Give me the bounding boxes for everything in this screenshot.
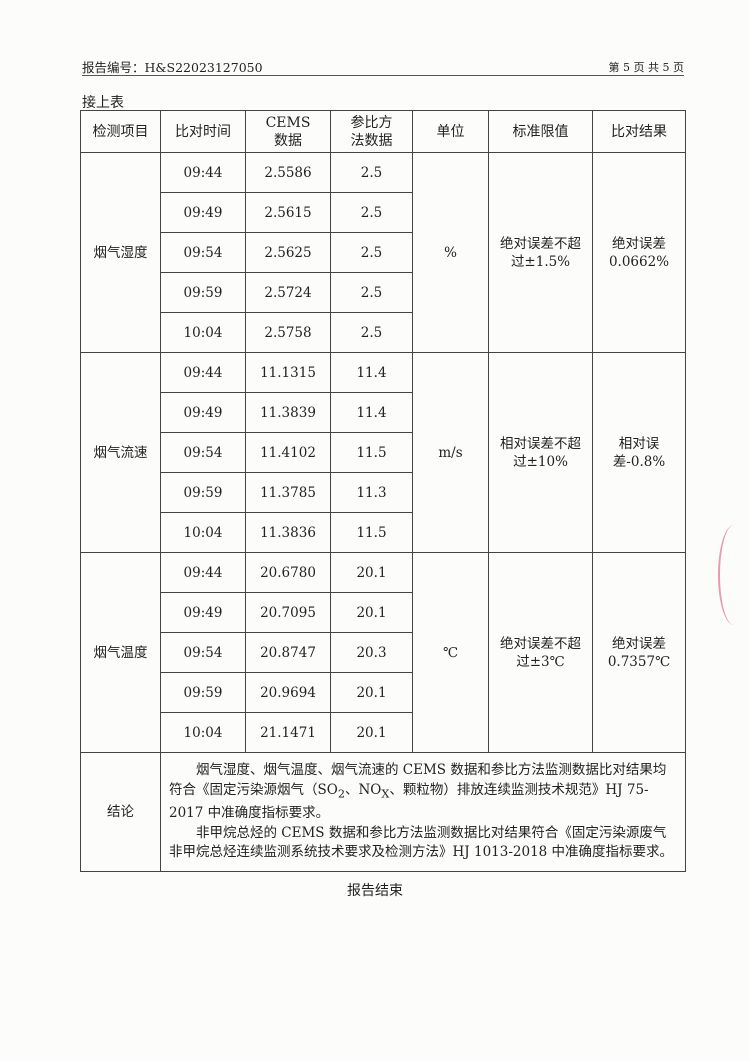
time-cell: 09:59	[160, 672, 246, 713]
reference-cell: 2.5	[330, 312, 413, 353]
cems-cell: 11.3785	[245, 472, 331, 513]
time-cell: 09:59	[160, 472, 246, 513]
seal-stamp	[718, 525, 750, 625]
conclusion-row: 结论 烟气湿度、烟气温度、烟气流速的 CEMS 数据和参比方法监测数据比对结果均符…	[80, 752, 686, 872]
cems-cell: 2.5615	[245, 192, 331, 233]
column-header: CEMS数据	[245, 110, 331, 153]
page-header: 报告编号：H&S22023127050 第 5 页 共 5 页	[82, 55, 684, 76]
time-cell: 09:44	[160, 152, 246, 193]
result-cell: 绝对误差0.0662%	[592, 152, 686, 353]
limit-cell: 相对误差不超过±10%	[488, 352, 593, 553]
reference-cell: 2.5	[330, 232, 413, 273]
item-cell: 烟气湿度	[80, 152, 161, 353]
time-cell: 09:49	[160, 392, 246, 433]
comparison-table: 检测项目 比对时间 CEMS数据 参比方法数据 单位 标准限值 比对结果 烟气湿度 09:44…	[80, 110, 686, 872]
reference-cell: 20.1	[330, 552, 413, 593]
reference-cell: 11.5	[330, 512, 413, 553]
text: 、颗粒物）排放连续监测技术规范》HJ 75-2017 中准确度指标要求。	[169, 781, 649, 822]
table-row: 10:04 2.5758 2.5	[81, 312, 686, 353]
unit-cell: ℃	[412, 552, 489, 753]
column-header: 比对结果	[592, 110, 686, 153]
table-row: 烟气湿度 09:44 2.5586 2.5% 绝对误差不超过±1.5% 绝对误差0.066…	[80, 152, 686, 353]
cems-cell: 21.1471	[245, 712, 331, 753]
report-end: 报告结束	[347, 883, 403, 899]
text: 烟气湿度、烟气温度、烟气流速的 CEMS 数据和参比方法监测数据比对结果均符合《…	[169, 762, 667, 798]
reference-cell: 20.1	[330, 712, 413, 753]
column-header: 检测项目	[80, 110, 161, 153]
reference-cell: 11.4	[330, 392, 413, 433]
cems-cell: 11.4102	[245, 432, 331, 473]
report-number: 报告编号：H&S22023127050	[82, 60, 263, 75]
table-row: 09:49 2.5615 2.5	[81, 192, 686, 233]
reference-cell: 11.5	[330, 432, 413, 473]
time-cell: 10:04	[160, 312, 246, 353]
limit-cell: 绝对误差不超过±3℃	[488, 552, 593, 753]
cems-cell: 20.8747	[245, 632, 331, 673]
continued-label: 接上表	[82, 95, 124, 111]
result-cell: 绝对误差0.7357℃	[592, 552, 686, 753]
reference-cell: 11.4	[330, 352, 413, 393]
column-header: 标准限值	[488, 110, 593, 153]
conclusion-text: 烟气湿度、烟气温度、烟气流速的 CEMS 数据和参比方法监测数据比对结果均符合《…	[160, 752, 686, 872]
time-cell: 09:54	[160, 632, 246, 673]
page-number: 第 5 页 共 5 页	[608, 61, 684, 74]
reference-cell: 11.3	[330, 472, 413, 513]
table-row: 09:54 2.5625 2.5	[81, 232, 686, 273]
table-row: 09:59 2.5724 2.5	[81, 272, 686, 313]
time-cell: 09:44	[160, 352, 246, 393]
table-row: 烟气流速 09:44 11.1315 11.4 m/s 相对误差不超过±10% 相对误差-0…	[80, 352, 686, 553]
conclusion-paragraph-2: 非甲烷总烃的 CEMS 数据和参比方法监测数据比对结果符合《固定污染源废气非甲烷…	[169, 824, 674, 861]
cems-cell: 11.3836	[245, 512, 331, 553]
cems-cell: 11.3839	[245, 392, 331, 433]
unit-cell: m/s	[412, 352, 489, 553]
cems-cell: 2.5724	[245, 272, 331, 313]
cems-cell: 2.5586	[245, 152, 331, 193]
time-cell: 10:04	[160, 712, 246, 753]
unit-cell: %	[412, 152, 489, 353]
table-row: 09:49 20.7095 20.1	[81, 592, 686, 633]
cems-cell: 20.7095	[245, 592, 331, 633]
reference-cell: 20.1	[330, 592, 413, 633]
table-row: 10:04 11.3836 11.5	[81, 512, 686, 553]
time-cell: 09:59	[160, 272, 246, 313]
table-row: 09:59 20.9694 20.1	[81, 672, 686, 713]
limit-cell: 绝对误差不超过±1.5%	[488, 152, 593, 353]
column-header: 比对时间	[160, 110, 246, 153]
time-cell: 09:54	[160, 432, 246, 473]
time-cell: 09:54	[160, 232, 246, 273]
reference-cell: 2.5	[330, 272, 413, 313]
conclusion-label: 结论	[80, 752, 161, 872]
time-cell: 10:04	[160, 512, 246, 553]
result-cell: 相对误差-0.8%	[592, 352, 686, 553]
table-row: 09:54 11.4102 11.5	[81, 432, 686, 473]
item-cell: 烟气流速	[80, 352, 161, 553]
cems-cell: 20.6780	[245, 552, 331, 593]
table-row: 09:54 20.8747 20.3	[81, 632, 686, 673]
conclusion-paragraph-1: 烟气湿度、烟气温度、烟气流速的 CEMS 数据和参比方法监测数据比对结果均符合《…	[169, 761, 677, 823]
cems-cell: 2.5758	[245, 312, 331, 353]
reference-cell: 2.5	[330, 152, 413, 193]
subscript: X	[381, 787, 390, 801]
subscript: 2	[337, 787, 345, 801]
text: 、NO	[345, 781, 382, 798]
column-header: 单位	[412, 110, 489, 153]
column-header: 参比方法数据	[330, 110, 413, 153]
reference-cell: 20.3	[330, 632, 413, 673]
cems-cell: 2.5625	[245, 232, 331, 273]
time-cell: 09:44	[160, 552, 246, 593]
time-cell: 09:49	[160, 192, 246, 233]
cems-cell: 11.1315	[245, 352, 331, 393]
table-row: 烟气温度 09:44 20.6780 20.1 ℃ 绝对误差不超过±3℃ 绝对误差0.735…	[80, 552, 686, 753]
reference-cell: 20.1	[330, 672, 413, 713]
item-cell: 烟气温度	[80, 552, 161, 753]
table-row: 09:49 11.3839 11.4	[81, 392, 686, 433]
time-cell: 09:49	[160, 592, 246, 633]
table-row: 09:59 11.3785 11.3	[81, 472, 686, 513]
reference-cell: 2.5	[330, 192, 413, 233]
cems-cell: 20.9694	[245, 672, 331, 713]
